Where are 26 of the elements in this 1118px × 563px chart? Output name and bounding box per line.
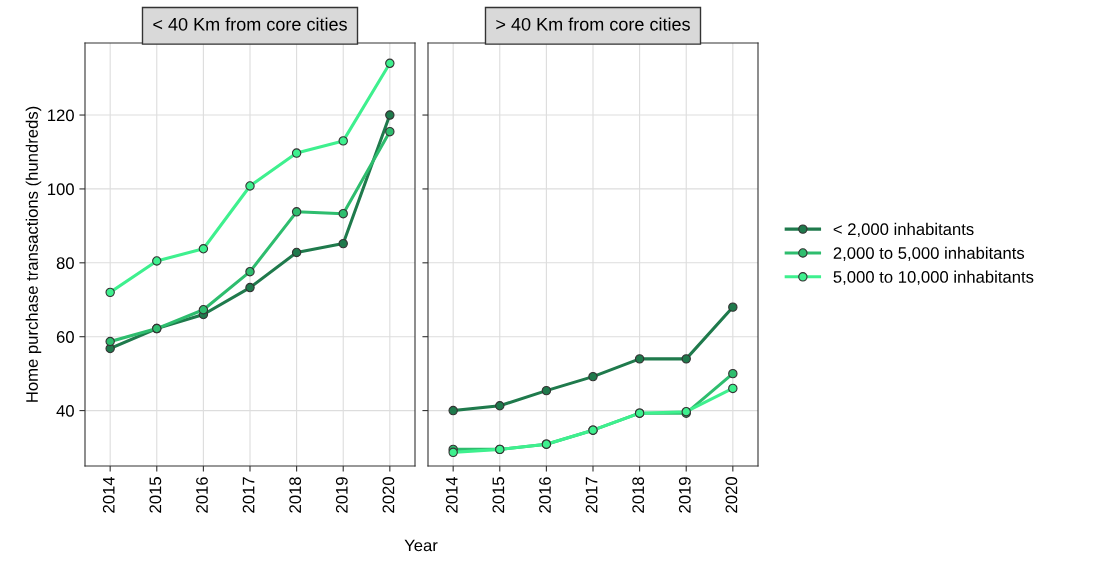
x-tick-label: 2015 <box>492 477 505 513</box>
x-tick-label: 2015 <box>149 477 162 513</box>
y-tick-label: 100 <box>48 183 74 196</box>
legend-label: 5,000 to 10,000 inhabitants <box>833 270 1034 285</box>
y-axis-title: Home purchase transactions (hundreds) <box>25 106 42 402</box>
chart-title: < 40 Km from core cities <box>153 17 347 31</box>
chart-title: > 40 Km from core cities <box>496 17 690 31</box>
x-tick-label: 2020 <box>382 477 395 513</box>
x-tick-label: 2018 <box>289 477 302 513</box>
x-tick-label: 2020 <box>725 477 738 513</box>
x-tick-label: 2016 <box>196 477 208 513</box>
x-tick-label: 2019 <box>335 477 348 513</box>
legend-label: < 2,000 inhabitants <box>833 222 974 238</box>
x-axis-title: Year <box>404 539 438 552</box>
x-tick-label: 2016 <box>539 477 551 513</box>
y-tick-label: 80 <box>56 257 74 270</box>
y-tick-label: 120 <box>48 109 74 122</box>
x-tick-label: 2014 <box>445 476 458 513</box>
x-tick-label: 2017 <box>242 477 255 513</box>
x-tick-label: 2018 <box>632 477 645 513</box>
x-tick-label: 2019 <box>678 477 691 513</box>
x-tick-label: 2017 <box>585 477 598 513</box>
y-tick-label: 40 <box>56 404 74 417</box>
y-tick-label: 60 <box>56 331 74 343</box>
legend-label: 2,000 to 5,000 inhabitants <box>833 246 1025 261</box>
x-tick-label: 2014 <box>102 476 115 513</box>
